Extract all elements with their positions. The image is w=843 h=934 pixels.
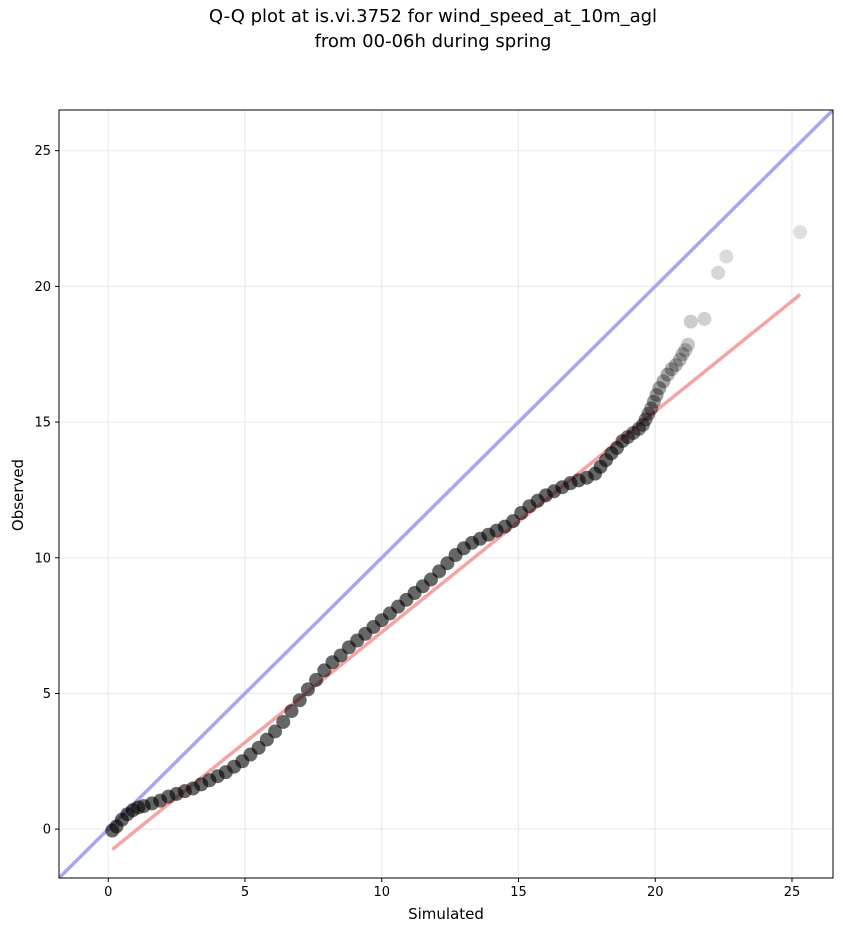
grid (59, 110, 833, 878)
qq-point (793, 225, 808, 240)
qq-point (635, 417, 650, 432)
qq-point (681, 337, 696, 352)
x-tick-label: 0 (104, 885, 112, 900)
plot-content (59, 110, 833, 878)
qq-point (711, 265, 726, 280)
qq-point (719, 249, 734, 264)
y-tick-label: 25 (34, 144, 51, 159)
qq-point (668, 358, 683, 373)
qq-point (664, 362, 679, 377)
qq-point (660, 367, 675, 382)
y-tick-label: 15 (34, 416, 51, 431)
y-tick-label: 20 (34, 280, 51, 295)
y-tick-label: 5 (43, 687, 51, 702)
qq-point (646, 394, 661, 409)
qq-point (675, 347, 690, 362)
chart-title-line-2: from 00-06h during spring (314, 31, 552, 52)
qq-point (652, 381, 667, 396)
qq-point (644, 401, 659, 416)
qq-point (697, 311, 712, 326)
identity-line (59, 110, 833, 878)
y-tick-label: 10 (34, 551, 51, 566)
x-tick-label: 20 (647, 885, 664, 900)
qq-point (678, 343, 693, 358)
plot-frame (58, 109, 834, 879)
chart-title-line-1: Q-Q plot at is.vi.3752 for wind_speed_at… (208, 6, 658, 27)
qq-point (649, 387, 664, 402)
axis-ticks: 0 5 10 15 20 25 0 5 10 15 20 25 (34, 144, 800, 900)
qq-point (300, 682, 315, 697)
qq-point (284, 704, 299, 719)
qq-point (683, 314, 698, 329)
x-tick-label: 25 (784, 885, 801, 900)
x-tick-label: 5 (241, 885, 249, 900)
qq-point (638, 412, 653, 427)
qq-point (276, 714, 291, 729)
x-tick-label: 10 (373, 885, 390, 900)
qq-point (641, 406, 656, 421)
x-axis-label: Simulated (408, 905, 484, 923)
qq-point (631, 421, 646, 436)
fit-line (111, 293, 802, 851)
qq-point (292, 693, 307, 708)
x-tick-label: 15 (510, 885, 527, 900)
y-tick-label: 0 (43, 823, 51, 838)
qq-point (656, 374, 671, 389)
qq-point (672, 352, 687, 367)
qq-point (309, 672, 324, 687)
qq-point (268, 724, 283, 739)
y-axis-label: Observed (9, 458, 27, 532)
